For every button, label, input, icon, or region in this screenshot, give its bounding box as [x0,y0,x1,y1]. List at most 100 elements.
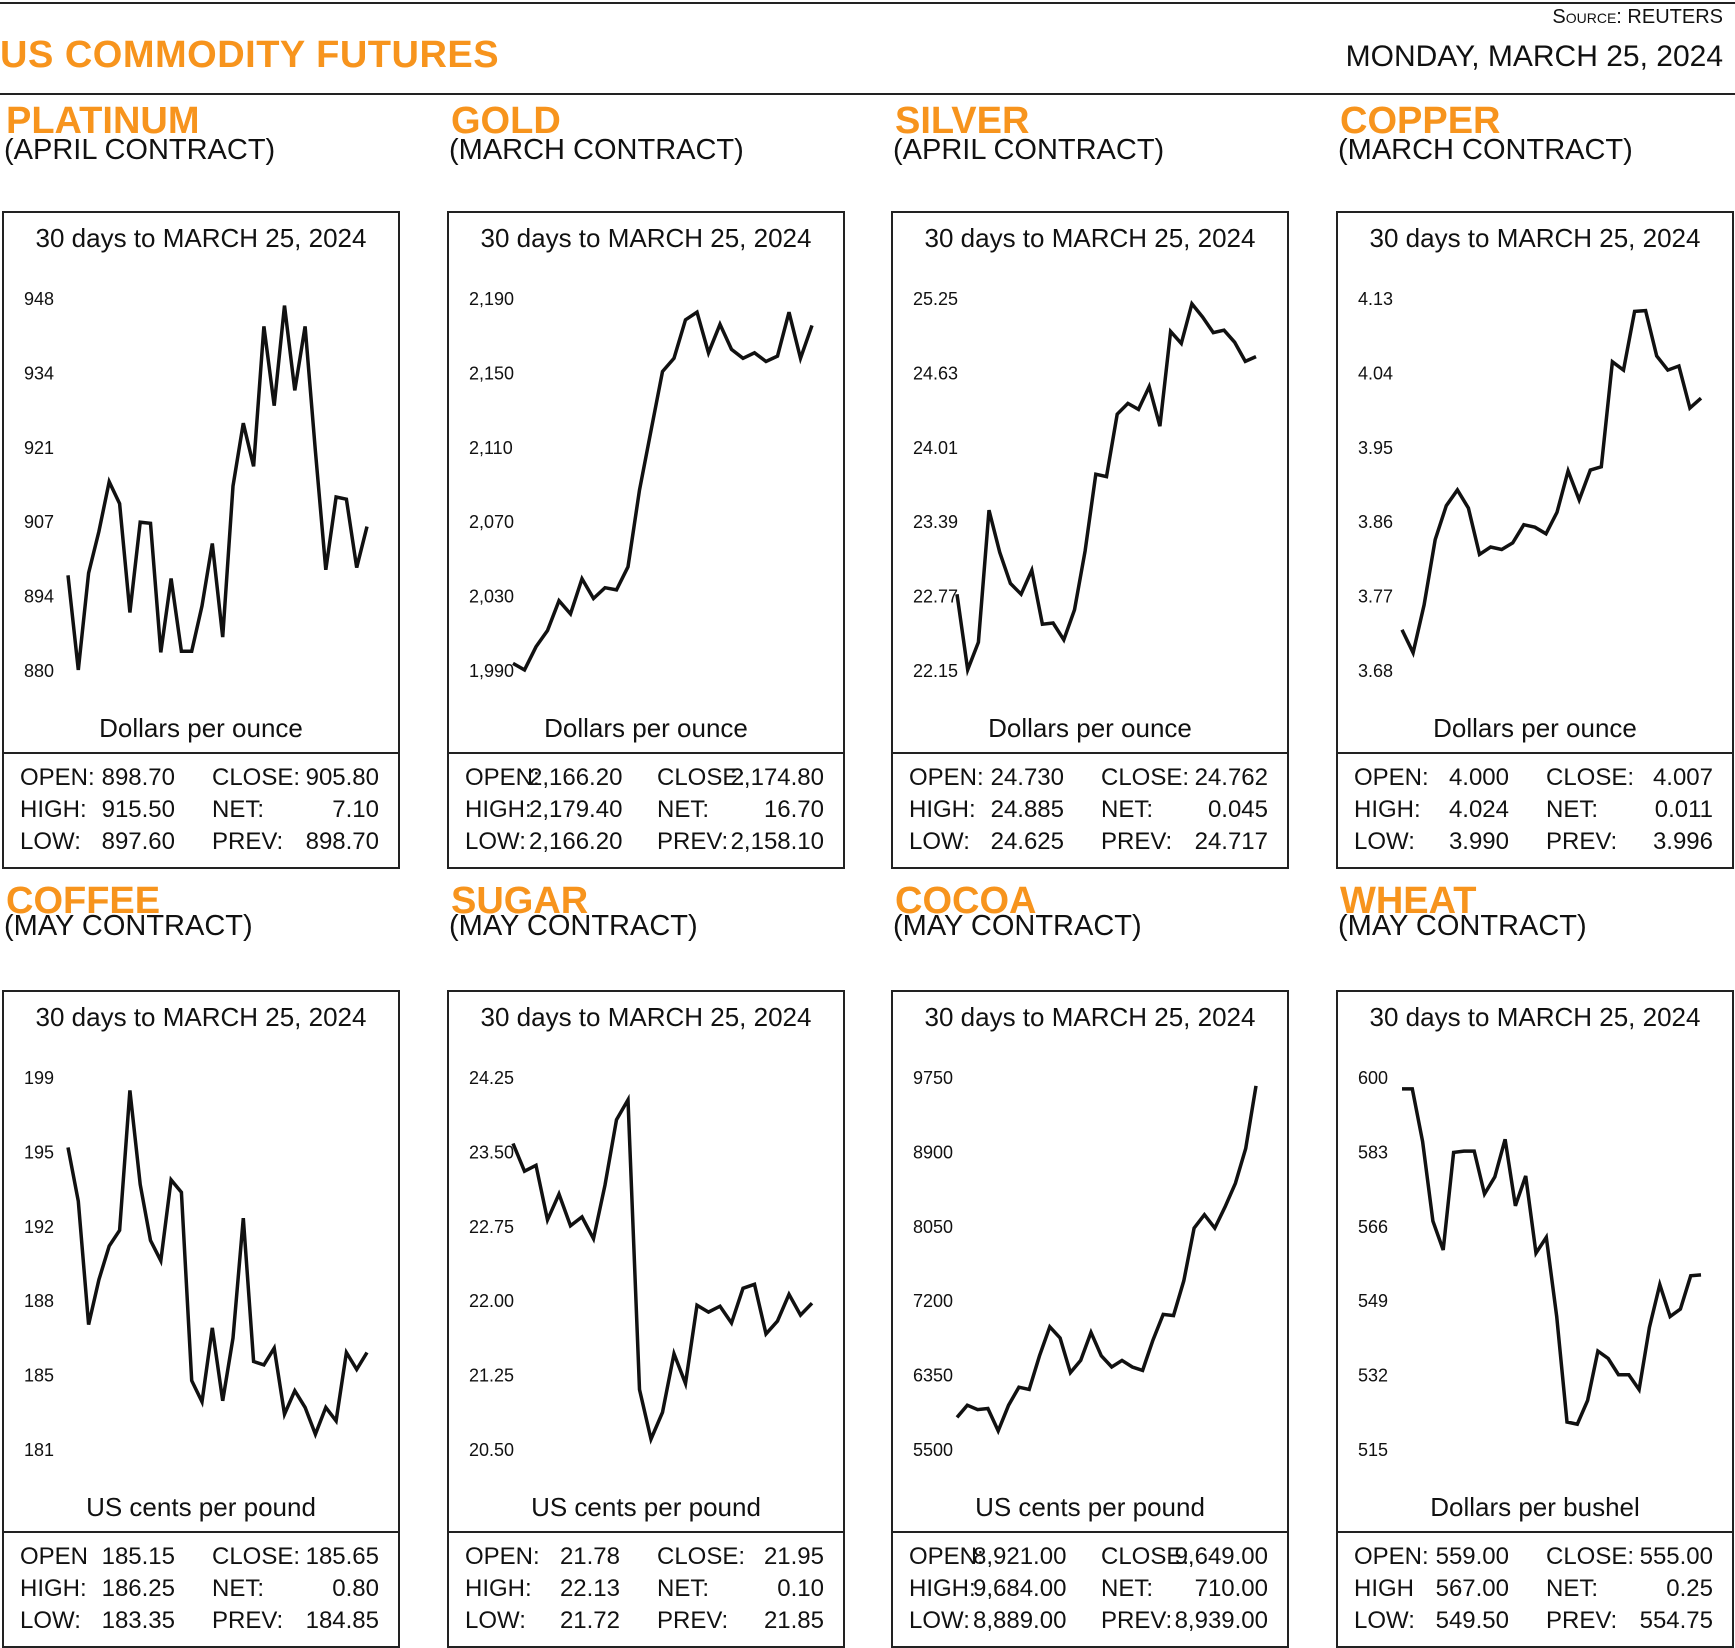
commodity-name: COFFEE [6,880,161,922]
y-tick-label: 921 [24,438,54,458]
y-tick-label: 3.68 [1358,661,1393,681]
contract-label: (MAY CONTRACT) [449,910,698,942]
stat-label: OPEN: [465,1543,540,1570]
price-line [955,1085,1258,1436]
stat-label: LOW: [1354,1607,1415,1634]
stat-label: PREV: [1101,1607,1173,1634]
price-line [512,309,814,673]
line-chart: 600 583 566 549 532 515 [1358,1068,1702,1460]
stat-value: 0.80 [332,1575,379,1602]
stat-label: HIGH: [909,1575,976,1602]
y-tick-label: 2,070 [469,512,514,532]
stat-value: 2,166.20 [529,828,623,855]
line-chart: 9750 8900 8050 7200 6350 5500 [913,1068,1258,1460]
chart-box: 30 days to MARCH 25, 2024 600 583 566 549 532… [1336,990,1734,1648]
y-tick-label: 2,110 [469,438,513,458]
stat-label: OPEN [20,1543,89,1570]
price-line [511,1093,814,1445]
chart-box: 30 days to MARCH 25, 2024 25.25 24.63 24.01… [891,211,1289,869]
line-chart: 199 195 192 188 185 181 [24,1068,369,1460]
stat-value: 4.007 [1652,764,1713,791]
stat-value: 2,174.80 [730,764,824,791]
y-tick-label: 185 [24,1366,54,1386]
y-tick-label: 948 [24,289,54,309]
stats-divider [893,752,1287,754]
stat-value: 0.25 [1666,1575,1713,1602]
page-date: MONDAY, MARCH 25, 2024 [1345,40,1723,73]
stat-label: LOW: [1354,828,1415,855]
stat-label: HIGH [1354,1575,1414,1602]
stat-label: NET: [657,1575,710,1602]
contract-label: (MAY CONTRACT) [4,910,253,942]
stat-label: LOW: [20,1607,81,1634]
stat-label: NET: [1101,1575,1154,1602]
stat-label: PREV: [1101,828,1173,855]
chart-title: 30 days to MARCH 25, 2024 [1369,1002,1701,1032]
line-chart: 948 934 921 907 894 880 [24,289,369,681]
stat-value: 8,939.00 [1174,1607,1268,1634]
y-tick-label: 6350 [913,1366,953,1386]
price-line [66,305,369,671]
y-tick-label: 5500 [913,1440,953,1460]
stat-label: CLOSE: [212,1543,301,1570]
chart-title: 30 days to MARCH 25, 2024 [1369,223,1701,253]
y-tick-label: 880 [24,661,54,681]
stat-value: 24.730 [990,764,1064,791]
stat-value: 184.85 [305,1607,379,1634]
stat-value: 2,158.10 [730,828,824,855]
line-chart: 24.25 23.50 22.75 22.00 21.25 20.50 [469,1068,814,1460]
chart-box: 30 days to MARCH 25, 2024 4.13 4.04 3.95 3.8… [1336,211,1734,869]
chart-box: 30 days to MARCH 25, 2024 2,190 2,150 2,110… [447,211,845,869]
y-tick-label: 3.77 [1358,587,1393,607]
stats-divider [893,1531,1287,1533]
stat-label: LOW: [20,828,81,855]
chart-box: 30 days to MARCH 25, 2024 199 195 192 188 185… [2,990,400,1648]
line-chart: 2,190 2,150 2,110 2,070 2,030 1,990 [469,289,814,681]
unit-label: Dollars per ounce [544,713,748,743]
stat-value: 897.60 [101,828,175,855]
stat-value: 16.70 [763,796,824,823]
price-line [1400,308,1703,659]
y-tick-label: 3.95 [1358,438,1393,458]
commodity-name: SILVER [895,100,1030,142]
stat-value: 0.045 [1207,796,1268,823]
stat-value: 3.996 [1652,828,1713,855]
y-tick-label: 21.25 [469,1366,514,1386]
stat-label: HIGH: [1354,796,1421,823]
stat-value: 0.011 [1654,796,1713,823]
unit-label: Dollars per ounce [99,713,303,743]
stat-value: 21.72 [559,1607,620,1634]
commodity-name: COPPER [1340,100,1501,142]
unit-label: US cents per pound [531,1492,761,1522]
stat-value: 554.75 [1639,1607,1713,1634]
stat-value: 185.15 [101,1543,175,1570]
chart-title: 30 days to MARCH 25, 2024 [924,223,1256,253]
page-title: US COMMODITY FUTURES [0,34,500,76]
stat-label: LOW: [465,828,526,855]
stat-label: NET: [212,796,265,823]
stat-label: PREV: [212,1607,284,1634]
stat-label: CLOSE: [657,1543,746,1570]
header-rule [0,93,1735,95]
stat-value: 905.80 [305,764,379,791]
y-tick-label: 195 [24,1142,54,1162]
y-tick-label: 549 [1358,1291,1388,1311]
chart-title: 30 days to MARCH 25, 2024 [924,1002,1256,1032]
stat-value: 0.10 [777,1575,824,1602]
y-tick-label: 24.63 [913,363,958,383]
stat-label: PREV: [657,1607,729,1634]
y-tick-label: 199 [24,1068,54,1088]
y-tick-label: 2,030 [469,587,514,607]
y-tick-label: 515 [1358,1440,1388,1460]
contract-label: (MARCH CONTRACT) [1338,134,1633,166]
y-tick-label: 3.86 [1358,512,1393,532]
y-tick-label: 532 [1358,1366,1388,1386]
contract-label: (APRIL CONTRACT) [4,134,276,166]
stat-label: NET: [1101,796,1154,823]
stat-value: 2,166.20 [529,764,623,791]
y-tick-label: 1,990 [469,661,514,681]
stat-label: OPEN: [909,1543,984,1570]
y-tick-label: 8900 [913,1142,953,1162]
contract-label: (MARCH CONTRACT) [449,134,744,166]
commodity-name: COCOA [895,880,1037,922]
